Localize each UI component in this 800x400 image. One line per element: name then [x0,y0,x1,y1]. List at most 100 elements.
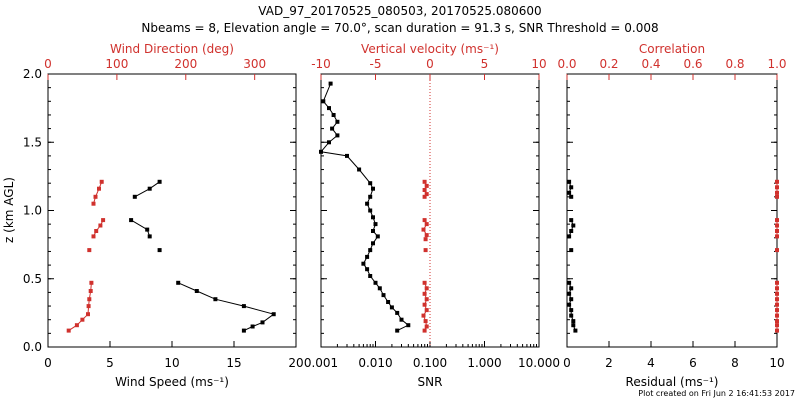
correlation-point [775,302,779,307]
residual-point [569,185,574,190]
wind-direction-axis-label: Wind Direction (deg) [110,42,234,56]
wind-speed-point [157,179,162,184]
snr-point [406,323,411,328]
top-tick-label: 1.0 [767,57,786,71]
snr-panel: Vertical velocity (ms⁻¹) SNR 0.001 0.010 0… [304,42,560,389]
snr-point [368,248,373,253]
wind-speed-line [134,181,160,198]
snr-point [389,305,394,310]
snr-point [395,310,400,315]
wind-speed-point [145,227,150,232]
snr-axis-label: SNR [418,375,443,389]
residual-point [567,190,572,195]
snr-point [328,81,333,86]
wind-direction-point [86,312,90,317]
correlation-point [775,179,779,184]
correlation-point [775,248,779,253]
vertical-velocity-point [423,248,428,253]
bottom-tick-label: 10 [164,356,179,370]
snr-point [357,167,362,172]
vertical-velocity-point [422,188,427,192]
vertical-velocity-point [424,183,429,188]
wind-direction-line [93,181,103,204]
wind-speed-line [177,282,275,332]
residual-panel: Correlation Residual (ms⁻¹) 0 2 4 6 8 10 0.0 0.… [557,42,786,389]
y-tick-label: 1.0 [23,204,42,218]
residual-point [567,179,572,184]
snr-point [386,300,391,304]
correlation-point [775,297,779,302]
wind-direction-point [89,280,94,285]
snr-point [331,113,336,117]
snr-point [377,286,382,291]
snr-point [335,119,340,124]
vertical-velocity-point [422,291,427,296]
snr-point [368,274,373,278]
snr-point [399,317,404,322]
wind-speed-point [132,194,137,199]
correlation-point [775,323,779,328]
wind-speed-point [271,312,276,317]
correlation-point [775,229,779,233]
snr-point [371,229,375,233]
wind-speed-point [176,280,181,285]
snr-point [368,194,373,199]
snr-point [368,181,373,186]
bottom-tick-label: 10.000 [518,356,560,370]
vertical-velocity-point [424,192,429,197]
height-axis-label: z (km AGL) [2,177,16,243]
bottom-tick-label: 0.001 [304,356,338,370]
residual-point [573,328,578,333]
correlation-point [775,308,779,313]
bottom-tick-label: 0 [44,356,52,370]
vertical-velocity-axis-label: Vertical velocity (ms⁻¹) [361,42,499,56]
residual-point [567,234,572,239]
residual-axis-label: Residual (ms⁻¹) [626,375,719,389]
bottom-tick-label: 6 [689,356,697,370]
vertical-velocity-point [424,297,429,302]
vertical-velocity-point [422,302,427,307]
wind-speed-point [129,218,134,223]
bottom-tick-label: 0 [563,356,571,370]
vertical-velocity-point [424,286,429,291]
wind-direction-point [74,323,79,328]
wind-direction-point [87,297,92,302]
residual-point [569,286,574,291]
correlation-point [775,185,779,190]
residual-point [567,280,572,285]
bottom-tick-label: 8 [731,356,739,370]
wind-speed-point [250,324,255,329]
top-tick-label: 0.2 [599,57,618,71]
snr-point [361,261,366,266]
correlation-point [775,190,779,195]
y-tick-label: 0.5 [23,272,42,286]
wind-direction-point [86,304,91,309]
snr-point [381,293,386,298]
snr-point [330,126,335,131]
wind-plot-frame [47,73,297,348]
vertical-velocity-point [423,237,428,242]
top-tick-label: -10 [311,57,331,71]
residual-point [569,229,574,233]
bottom-tick-label: 0.100 [413,356,447,370]
snr-point [327,106,331,111]
top-tick-label: 100 [105,57,128,71]
snr-point [345,153,349,158]
snr-point [368,208,373,213]
correlation-point [775,291,779,296]
y-tick-label: 1.5 [23,135,42,149]
snr-point [321,99,326,104]
snr-point [365,201,370,206]
snr-point [373,222,378,227]
wind-direction-point [98,223,103,228]
snr-point [335,133,340,138]
correlation-point [775,194,779,199]
snr-point [365,267,370,272]
correlation-point [775,280,779,285]
wind-direction-point [66,328,71,333]
snr-point [371,186,375,191]
top-tick-label: 300 [243,57,266,71]
residual-point [569,313,574,318]
top-tick-label: 0.4 [641,57,660,71]
